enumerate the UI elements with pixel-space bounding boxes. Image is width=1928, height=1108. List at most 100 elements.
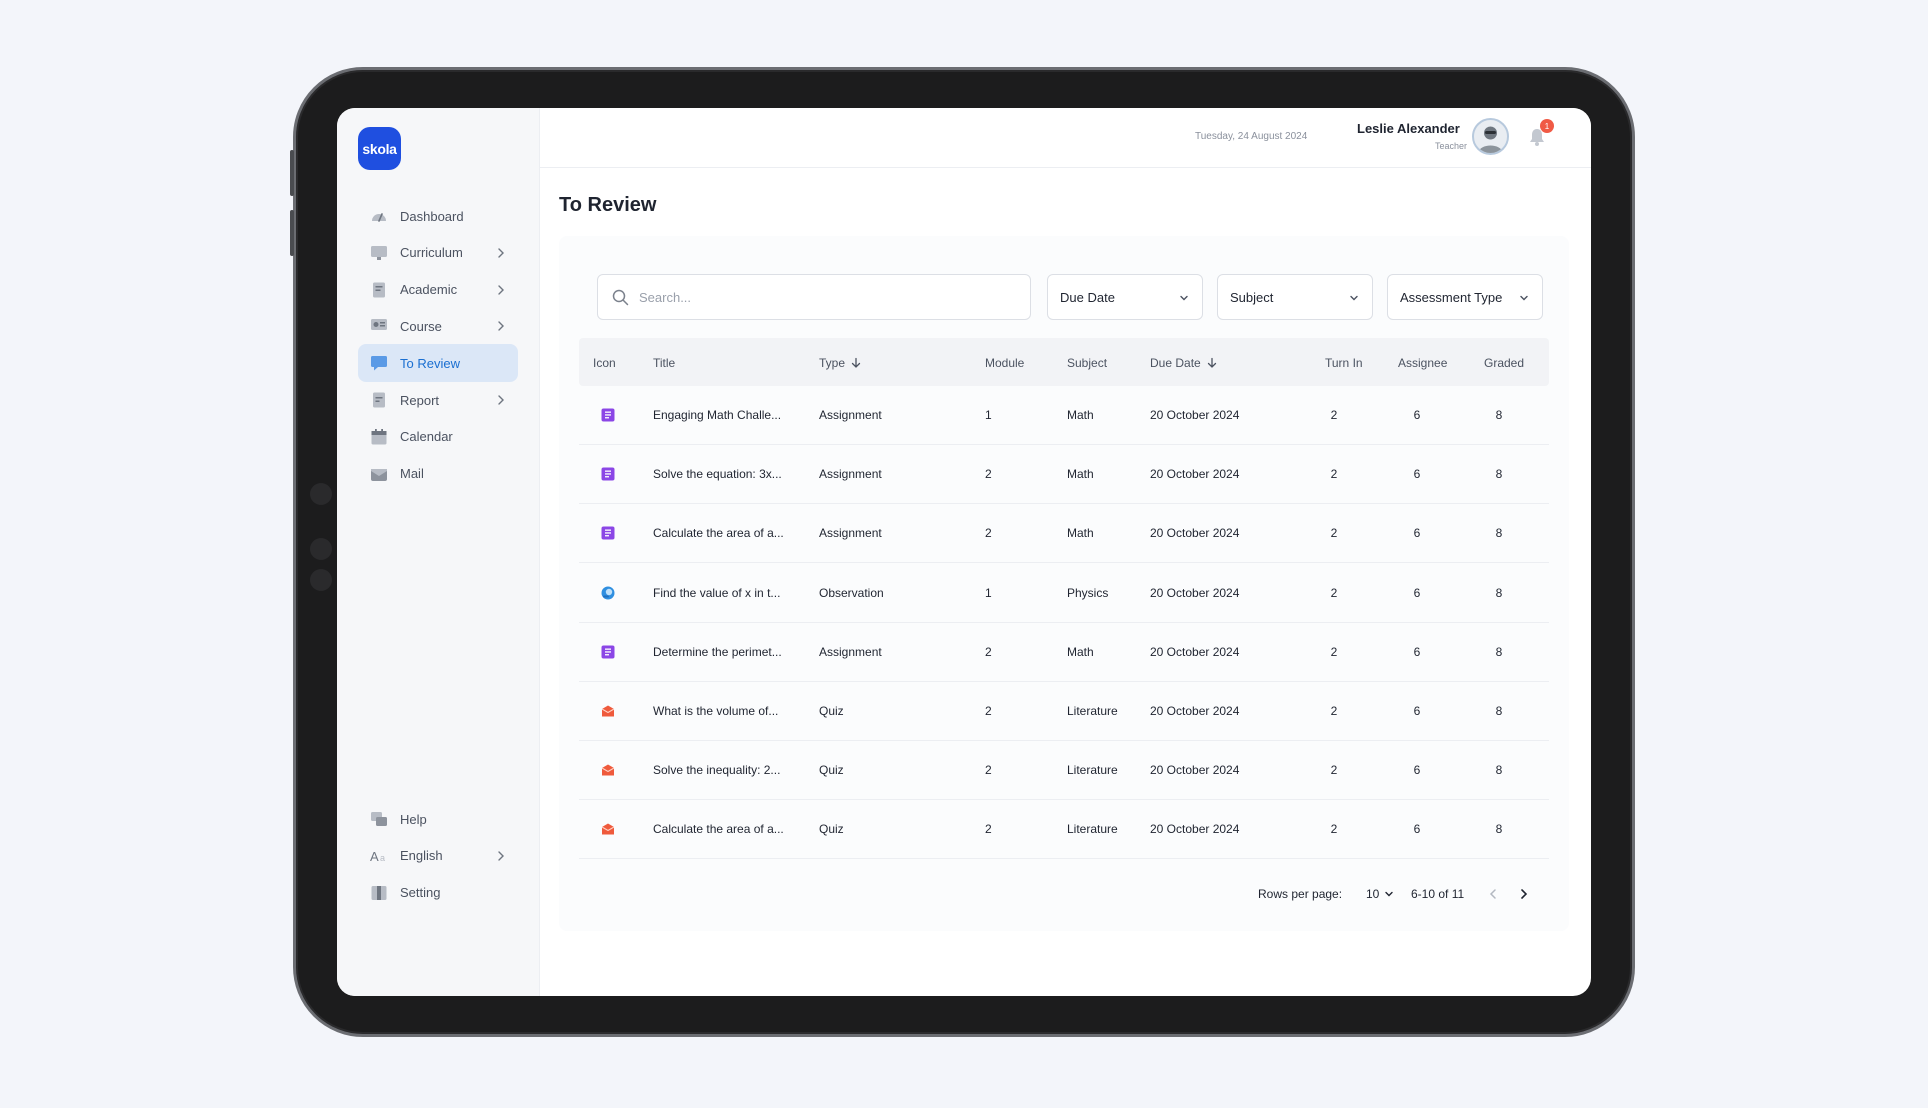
cell-assignee: 6 (1413, 644, 1421, 659)
cell-module: 2 (985, 644, 992, 659)
user-name[interactable]: Leslie Alexander (1357, 121, 1460, 136)
cell-type: Quiz (819, 763, 844, 778)
due-date-filter[interactable]: Due Date (1047, 274, 1203, 320)
table-row[interactable]: Calculate the area of a... Assignment 2 Mat… (579, 504, 1549, 564)
arrow-down-icon[interactable] (1206, 357, 1218, 369)
table-row[interactable]: Find the value of x in t... Observation 1 P… (579, 564, 1549, 623)
cell-title[interactable]: Solve the inequality: 2... (653, 763, 781, 778)
cell-due-date: 20 October 2024 (1150, 704, 1240, 718)
subject-filter[interactable]: Subject (1217, 274, 1373, 320)
column-type[interactable]: Type (819, 356, 862, 370)
cell-assignee: 6 (1413, 526, 1421, 541)
cell-due-date: 20 October 2024 (1150, 585, 1240, 600)
column-assignee[interactable]: Assignee (1398, 356, 1448, 370)
cell-graded: 8 (1495, 408, 1503, 422)
bell-icon[interactable] (1528, 127, 1546, 147)
sidebar-item-mail[interactable]: Mail (358, 455, 518, 493)
pagination: Rows per page: 10 6-10 of 11 (559, 884, 1569, 904)
cell-module: 2 (985, 526, 992, 541)
cell-title[interactable]: Solve the equation: 3x... (653, 467, 782, 482)
chevron-right-icon (498, 248, 504, 258)
column-turn-in[interactable]: Turn In (1325, 356, 1363, 370)
sidebar-item-course[interactable]: Course (358, 307, 518, 345)
current-date: Tuesday, 24 August 2024 (1195, 131, 1308, 142)
arrow-down-icon[interactable] (850, 357, 862, 369)
assessment-type-filter[interactable]: Assessment Type (1387, 274, 1543, 320)
sidebar-item-label: Dashboard (400, 208, 464, 224)
chevron-down-icon (1520, 295, 1528, 301)
chevron-right-icon (498, 284, 504, 295)
table-row[interactable]: Engaging Math Challe... Assignment 1 Math 20… (579, 386, 1549, 445)
sidebar-item-report[interactable]: Report (358, 381, 518, 419)
sidebar-item-help[interactable]: Help (358, 800, 518, 838)
cell-title[interactable]: Determine the perimet... (653, 644, 782, 659)
cell-due-date: 20 October 2024 (1150, 644, 1240, 659)
cell-module: 2 (985, 822, 992, 837)
column-title[interactable]: Title (653, 356, 676, 370)
cell-subject: Math (1067, 644, 1094, 659)
sidebar-item-label: Curriculum (400, 245, 463, 261)
top-bar: Tuesday, 24 August 2024 Leslie Alexander… (540, 108, 1591, 168)
mail-icon (370, 466, 388, 482)
cell-subject: Literature (1067, 763, 1118, 778)
cell-title[interactable]: Calculate the area of a... (653, 526, 784, 541)
cell-module: 2 (985, 763, 992, 778)
sidebar-item-calendar[interactable]: Calendar (358, 418, 518, 456)
sidebar: skola Dashboard Curriculum Academic Course T… (337, 108, 540, 996)
chevron-left-icon[interactable] (1486, 887, 1500, 901)
table-row[interactable]: Calculate the area of a... Quiz 2 Literatur… (579, 800, 1549, 860)
cell-turn-in: 2 (1330, 467, 1338, 482)
cell-type: Assignment (819, 408, 882, 422)
cell-type: Assignment (819, 644, 882, 659)
column-type-label: Type (819, 356, 846, 370)
avatar[interactable] (1472, 118, 1509, 155)
page-range: 6-10 of 11 (1411, 887, 1465, 901)
cell-assignee: 6 (1413, 408, 1421, 422)
cell-title[interactable]: Engaging Math Challe... (653, 408, 782, 422)
column-subject[interactable]: Subject (1067, 356, 1108, 370)
table-row[interactable]: Solve the equation: 3x... Assignment 2 Math… (579, 445, 1549, 505)
cell-title[interactable]: Calculate the area of a... (653, 822, 784, 837)
cell-turn-in: 2 (1330, 526, 1338, 541)
sidebar-item-to-review[interactable]: To Review (358, 344, 518, 383)
sidebar-item-dashboard[interactable]: Dashboard (358, 197, 518, 235)
cell-due-date: 20 October 2024 (1150, 467, 1240, 482)
rows-per-page-label: Rows per page: (1258, 887, 1343, 901)
dashboard-icon (370, 208, 388, 224)
assignment-icon (601, 645, 615, 659)
cell-graded: 8 (1495, 644, 1503, 659)
cell-title[interactable]: What is the volume of... (653, 704, 779, 718)
cell-subject: Math (1067, 526, 1094, 541)
sidebar-item-label: To Review (400, 355, 460, 371)
cell-assignee: 6 (1413, 822, 1421, 837)
cell-due-date: 20 October 2024 (1150, 822, 1240, 837)
cell-turn-in: 2 (1330, 644, 1338, 659)
cell-title[interactable]: Find the value of x in t... (653, 585, 781, 600)
sidebar-item-academic[interactable]: Academic (358, 271, 518, 309)
search-box[interactable] (597, 274, 1031, 320)
cell-assignee: 6 (1413, 585, 1421, 600)
chevron-right-icon (498, 851, 504, 861)
table-row[interactable]: Determine the perimet... Assignment 2 Math 2… (579, 623, 1549, 682)
cell-subject: Physics (1067, 585, 1109, 600)
sidebar-item-label: Course (400, 318, 442, 334)
cell-subject: Math (1067, 467, 1094, 482)
app-logo[interactable]: skola (358, 127, 401, 170)
chevron-down-icon (1350, 295, 1358, 301)
chevron-right-icon[interactable] (1517, 887, 1531, 901)
column-module[interactable]: Module (985, 356, 1025, 370)
sidebar-item-setting[interactable]: Setting (358, 874, 518, 912)
search-input[interactable] (639, 289, 1019, 305)
due-date-filter-label: Due Date (1060, 289, 1115, 305)
table-row[interactable]: Solve the inequality: 2... Quiz 2 Literatur… (579, 741, 1549, 801)
sidebar-item-label: Setting (400, 885, 441, 901)
column-due-date[interactable]: Due Date (1150, 356, 1218, 370)
rows-per-page-select[interactable]: 10 (1366, 884, 1395, 904)
column-graded[interactable]: Graded (1484, 356, 1525, 370)
table-header: Icon Title Type Module Subject Due Date … (579, 338, 1549, 386)
sidebar-item-curriculum[interactable]: Curriculum (358, 234, 518, 272)
quiz-icon (601, 764, 615, 776)
table-row[interactable]: What is the volume of... Quiz 2 Literature 2… (579, 682, 1549, 741)
